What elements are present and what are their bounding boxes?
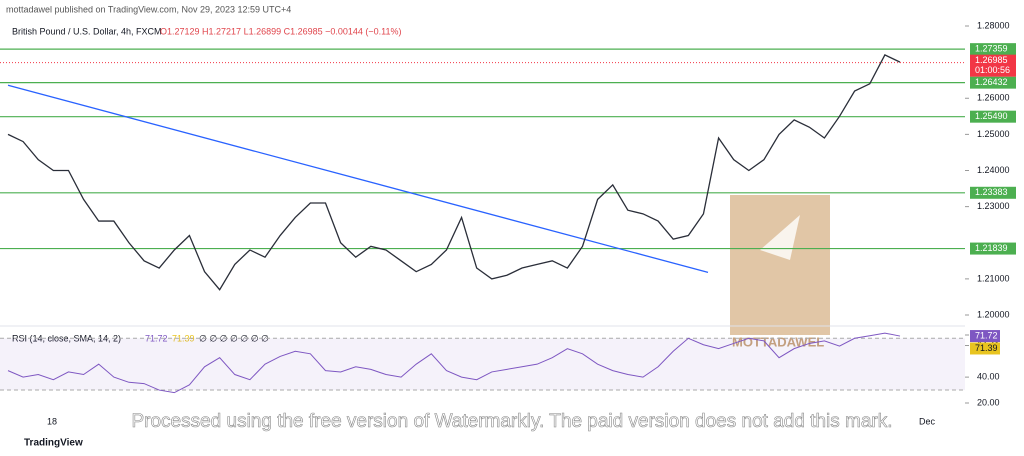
rsi-line [7, 332, 901, 394]
sma-tag [970, 342, 1000, 355]
level-label: 1.23383 [975, 187, 1008, 197]
level-tag [970, 110, 1016, 123]
y-tick-label: 1.23000 [977, 201, 1010, 211]
last-price-tag [970, 54, 1016, 77]
y-tick-label: 1.20000 [977, 309, 1010, 319]
rsi-tick-label: 20.00 [977, 397, 1000, 407]
rsi-tag-label: 71.72 [975, 330, 998, 340]
y-tick-label: 1.24000 [977, 165, 1010, 175]
last-price-label: 1.26985 [975, 55, 1008, 65]
y-tick-label: 1.25000 [977, 129, 1010, 139]
level-label: 1.26432 [975, 77, 1008, 87]
rsi-tick-label: 40.00 [977, 371, 1000, 381]
watermarkly: Processed using the free version of Wate… [131, 411, 892, 432]
level-label: 1.27359 [975, 44, 1008, 54]
countdown: 01:00:56 [975, 65, 1010, 75]
level-tag [970, 242, 1016, 255]
symbol: British Pound / U.S. Dollar, 4h, FXCM [12, 26, 162, 36]
rsi-tag [970, 330, 1000, 343]
footer: TradingView [24, 438, 83, 449]
level-label: 1.21839 [975, 243, 1008, 253]
ohlc: O1.27129 H1.27217 L1.26899 C1.26985 −0.0… [160, 26, 402, 36]
level-tag [970, 186, 1016, 199]
level-tag [970, 76, 1016, 89]
y-tick-label: 1.28000 [977, 20, 1010, 30]
x-tick-label: Dec [919, 416, 936, 426]
rsi-band [0, 338, 965, 391]
level-tag [970, 43, 1016, 56]
x-tick-label: 18 [47, 416, 57, 426]
price-line [7, 54, 901, 291]
y-tick-label: 1.26000 [977, 93, 1010, 103]
publisher: mottadawel published on TradingView.com,… [6, 4, 291, 14]
trendline [7, 84, 709, 274]
y-tick-label: 1.21000 [977, 273, 1010, 283]
sma-tag-label: 71.39 [975, 343, 998, 353]
watermark-logo [730, 195, 830, 335]
level-label: 1.25490 [975, 111, 1008, 121]
